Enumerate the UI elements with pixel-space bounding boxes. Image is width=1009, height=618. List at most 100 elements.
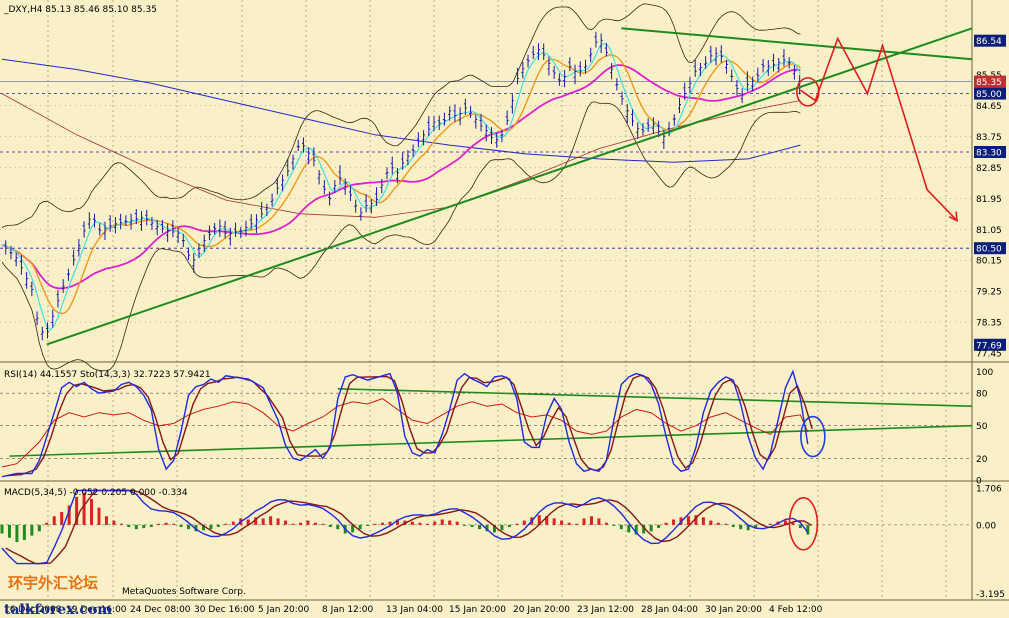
macd-histogram-bar	[455, 521, 459, 525]
macd-histogram-bar	[522, 520, 526, 525]
time-tick-label: 24 Dec 08:00	[130, 605, 191, 615]
price-tag: 85.35	[976, 78, 1002, 88]
time-tick-label: 30 Dec 16:00	[194, 605, 255, 615]
macd-histogram-bar	[567, 522, 571, 525]
price-tick-label: 79.25	[976, 288, 1002, 298]
watermark-site: talkforex.com	[4, 602, 112, 618]
time-tick-label: 13 Jan 04:00	[386, 605, 443, 615]
macd-histogram-bar	[754, 524, 758, 529]
macd-histogram-bar	[515, 523, 519, 525]
macd-histogram-bar	[686, 516, 690, 525]
macd-histogram-bar	[60, 511, 64, 525]
macd-histogram-bar	[358, 524, 362, 530]
macd-histogram-bar	[291, 523, 295, 525]
macd-histogram-bar	[179, 524, 183, 528]
macd-histogram-bar	[231, 521, 235, 525]
oscillator-tick-label: 80	[976, 390, 988, 400]
bollinger-lower	[1, 101, 801, 372]
macd-histogram-bar	[694, 515, 698, 525]
macd-histogram-bar	[37, 524, 41, 532]
macd-histogram-bar	[739, 524, 743, 530]
macd-histogram-bar	[470, 524, 474, 528]
macd-histogram-bar	[395, 519, 399, 525]
macd-histogram-bar	[82, 492, 86, 525]
projection-arrowhead	[948, 211, 959, 223]
macd-histogram-bar	[791, 522, 795, 525]
macd-histogram-bar	[597, 518, 601, 525]
macd-histogram-bar	[187, 524, 191, 530]
price-tag-bg	[974, 87, 1006, 100]
macd-histogram-bar	[112, 520, 116, 525]
macd-histogram-bar	[507, 524, 511, 528]
macd-histogram-bar	[75, 496, 79, 525]
oscillator-tick-label: 50	[976, 422, 988, 432]
macd-histogram-bar	[306, 520, 310, 525]
macd-histogram-bar	[90, 499, 94, 525]
price-tick-label: 81.95	[976, 195, 1002, 205]
price-tag: 77.69	[976, 341, 1002, 351]
price-tick-label: 83.75	[976, 133, 1002, 143]
macd-header-label: MACD(5,34,5) -0.052 0.205 0.000 -0.334	[4, 488, 188, 498]
macd-histogram-bar	[172, 523, 176, 525]
macd-histogram-bar	[425, 523, 429, 525]
price-tick-label: 82.85	[976, 164, 1002, 174]
price-tag-bg	[974, 338, 1006, 351]
macd-histogram-bar	[313, 522, 317, 525]
rsi-stochastic-pane	[1, 369, 973, 478]
macd-histogram-bar	[104, 516, 108, 525]
rsi-header-label: RSI(14) 44.1557	[4, 370, 77, 380]
price-tag: 85.00	[976, 90, 1002, 100]
macd-signal-line	[5, 489, 812, 565]
moving-average-200	[1, 58, 801, 163]
macd-histogram-bar	[478, 524, 482, 530]
macd-pane	[0, 489, 819, 565]
macd-histogram-bar	[134, 524, 138, 530]
macd-histogram-bar	[724, 523, 728, 525]
macd-histogram-bar	[545, 516, 549, 525]
macd-histogram-bar	[373, 523, 377, 525]
macd-histogram-bar	[52, 516, 56, 525]
projection-path	[799, 36, 958, 222]
macd-histogram-bar	[0, 524, 4, 534]
time-tick-label: 15 Jan 20:00	[449, 605, 506, 615]
chart-grid	[0, 0, 1009, 601]
moving-average-long	[1, 93, 801, 218]
macd-histogram-bar	[328, 524, 332, 528]
macd-histogram-bar	[261, 518, 265, 525]
macd-histogram-bar	[201, 524, 205, 531]
oscillator-trendline	[337, 388, 973, 407]
macd-histogram-bar	[410, 521, 414, 525]
time-tick-label: 30 Jan 20:00	[705, 605, 762, 615]
highlight-circle	[800, 415, 826, 458]
highlight-circle	[796, 77, 820, 107]
time-tick-label: 20 Jan 20:00	[513, 605, 570, 615]
macd-histogram-bar	[164, 522, 168, 525]
macd-histogram-bar	[149, 524, 153, 528]
macd-histogram-bar	[492, 524, 496, 533]
macd-histogram-bar	[119, 523, 123, 525]
macd-histogram-bar	[433, 521, 437, 525]
macd-tick-label: -3.195	[976, 590, 1005, 600]
macd-histogram-bar	[246, 519, 250, 525]
macd-histogram-bar	[575, 523, 579, 525]
main-header-label: _DXY,H4 85.13 85.46 85.10 85.35	[3, 5, 157, 15]
macd-histogram-bar	[321, 523, 325, 525]
macd-histogram-bar	[716, 522, 720, 525]
price-pane	[1, 3, 973, 372]
macd-histogram-bar	[67, 505, 71, 525]
macd-histogram-bar	[537, 515, 541, 525]
macd-histogram-bar	[276, 518, 280, 525]
macd-histogram-bar	[634, 524, 638, 535]
copyright-label: MetaQuotes Software Corp.	[122, 587, 246, 597]
macd-main-line	[1, 489, 809, 565]
macd-histogram-bar	[30, 524, 34, 536]
macd-histogram-bar	[552, 518, 556, 525]
macd-histogram-bar	[127, 524, 131, 528]
macd-histogram-bar	[269, 516, 273, 525]
macd-histogram-bar	[783, 520, 787, 525]
macd-histogram-bar	[254, 517, 258, 525]
time-tick-label: 28 Jan 04:00	[641, 605, 698, 615]
macd-histogram-bar	[612, 524, 616, 526]
time-tick-label: 5 Jan 20:00	[258, 605, 310, 615]
macd-histogram-bar	[7, 524, 11, 538]
